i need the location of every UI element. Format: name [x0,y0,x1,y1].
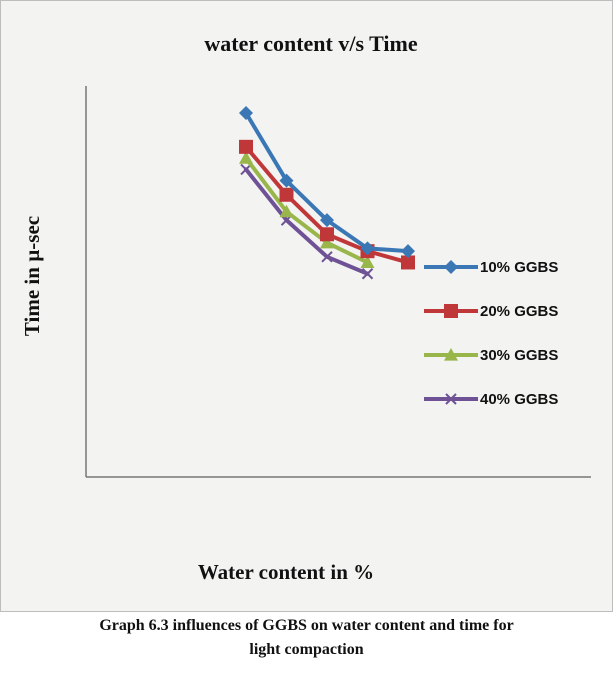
series-2-point-3 [320,227,334,242]
series-4-point-4-stroke-b [361,268,374,280]
caption-line-1: Graph 6.3 influences of GGBS on water co… [99,617,514,634]
series-3-point-3 [320,235,334,249]
figure-caption: Graph 6.3 influences of GGBS on water co… [0,614,613,662]
legend-item-1-marker [444,260,458,274]
series-1-point-5 [401,244,415,259]
series-4-point-1-stroke-b [240,163,252,176]
series-4-point-3 [321,251,333,263]
legend-item-2-marker [444,304,458,318]
chart-svg: water content v/s Time Time in µ-sec Wat… [20,31,591,584]
series-4-line [244,167,370,276]
series-1-point-1 [239,106,253,120]
series-3-point-1 [239,151,253,164]
y-axis-label: Time in µ-sec [20,216,44,336]
series-1-point-4 [360,241,375,256]
legend: 10% GGBS 20% GGBS 30% GGBS 40% GGBS [424,259,558,408]
series-2-point-5 [401,255,415,270]
caption-line-2: light compaction [249,641,364,658]
series-4-point-1 [240,163,252,176]
series-1-point-3 [320,213,334,228]
legend-item-2-label: 20% GGBS [480,303,558,320]
series-2-point-2 [279,187,294,202]
series-3-point-2 [279,204,294,218]
series-layer [239,106,415,280]
legend-item-1-label: 10% GGBS [480,259,558,276]
chart-frame: water content v/s Time Time in µ-sec Wat… [0,0,613,612]
legend-item-3-label: 30% GGBS [480,347,558,364]
series-3-line [244,156,370,265]
legend-item-3-marker [444,348,458,361]
x-axis-label: Water content in % [198,560,374,584]
legend-item-4-marker [445,393,457,405]
legend-item-4-label: 40% GGBS [480,391,558,408]
chart-title: water content v/s Time [204,31,417,56]
series-4-point-3-stroke-b [321,251,333,263]
series-2-point-1 [239,139,253,154]
series-1-point-2 [279,173,294,188]
series-3-point-4 [360,255,375,269]
series-4-point-4 [361,268,374,280]
legend-item-4-marker-stroke-b [445,393,457,405]
